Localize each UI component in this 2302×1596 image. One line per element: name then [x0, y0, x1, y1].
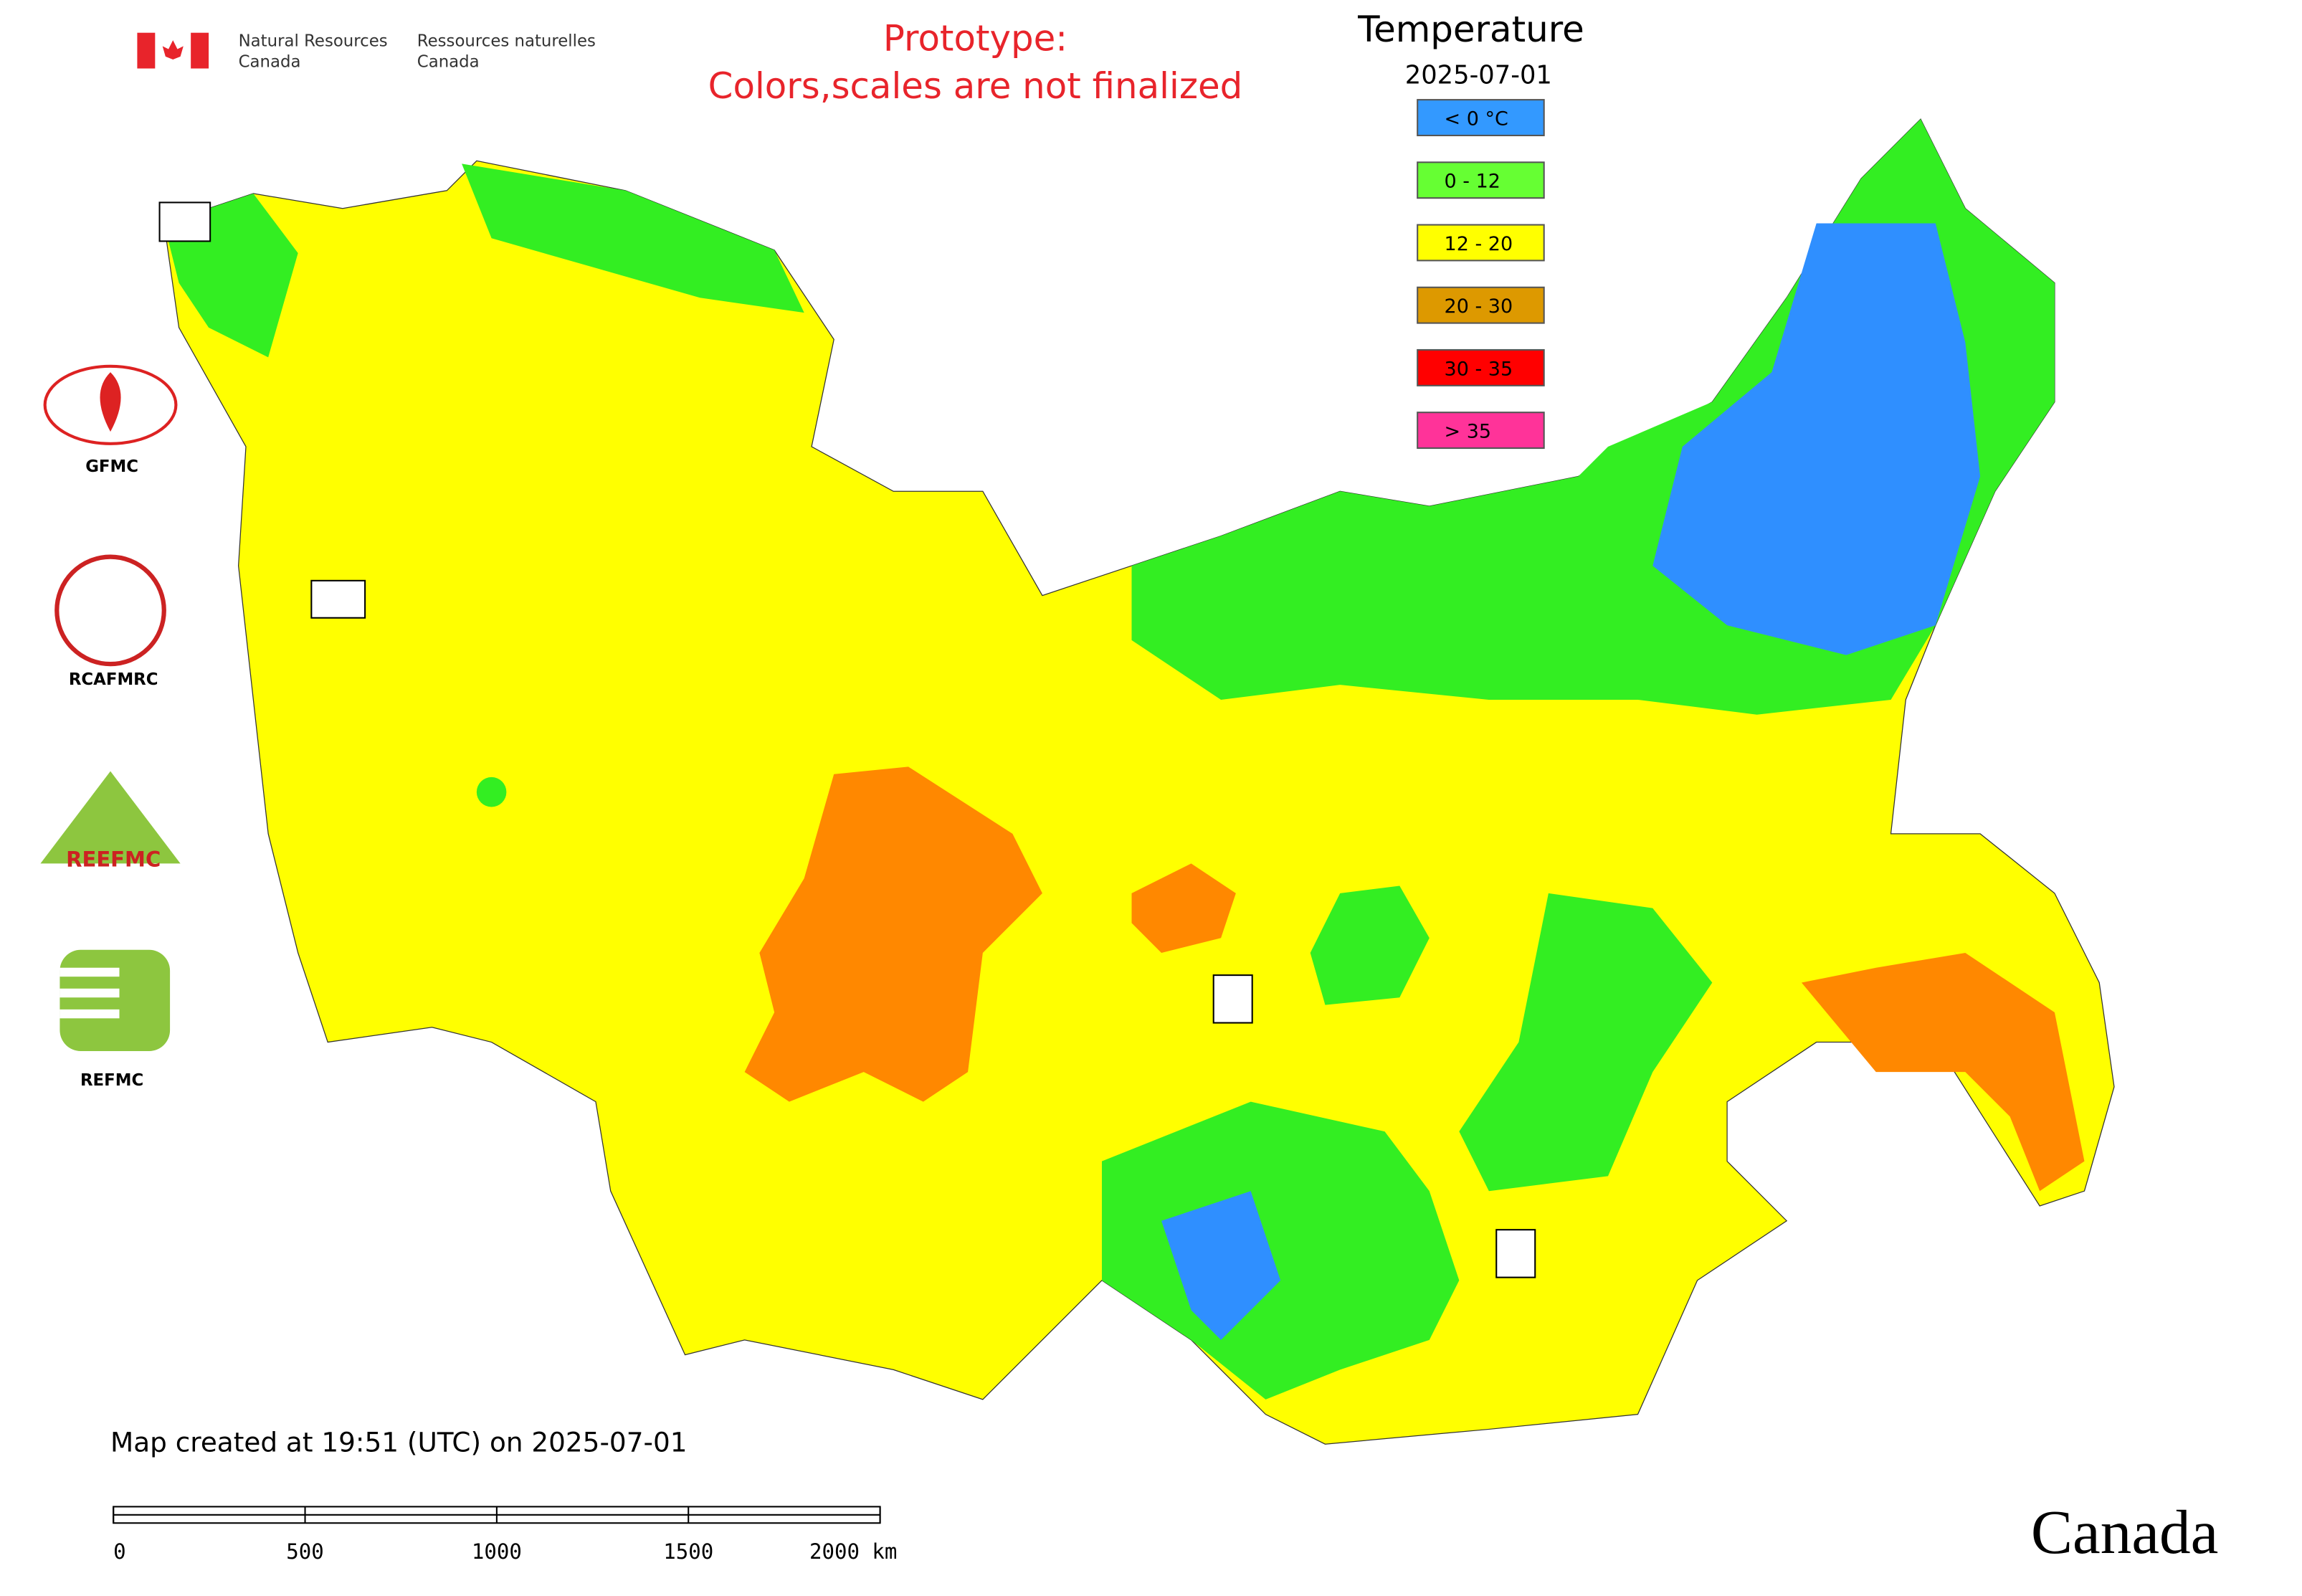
legend-swatch — [1417, 99, 1545, 136]
scale-label: 500 — [286, 1539, 324, 1564]
legend-label: 0 - 12 — [1445, 171, 1500, 193]
legend-label: 30 - 35 — [1445, 358, 1513, 380]
legend-label: 20 - 30 — [1445, 295, 1513, 318]
canada-flag — [137, 32, 209, 69]
logo-label: REFMC — [80, 1071, 143, 1090]
canada-wordmark: Canada — [2031, 1497, 2218, 1567]
legend-title: Temperature — [1357, 9, 1584, 50]
legend: < 0 °C 0 - 12 12 - 20 20 - 30 30 - 35 > 35 — [1417, 99, 1545, 450]
map — [163, 118, 2115, 1445]
scale-bar: 0 500 1000 1500 2000 km — [113, 1506, 897, 1564]
legend-swatch — [1417, 224, 1545, 262]
scale-label: 1000 — [472, 1539, 522, 1564]
logo-label: RCAFMRC — [69, 670, 158, 689]
scale-label: 1500 — [663, 1539, 713, 1564]
legend-label: < 0 °C — [1445, 108, 1508, 130]
notice-2: Colors,scales are not finalized — [708, 65, 1243, 107]
gov-fr-2: Canada — [417, 52, 480, 71]
legend-label: 12 - 20 — [1445, 233, 1513, 255]
scale-label: 0 — [113, 1539, 126, 1564]
legend-label: > 35 — [1445, 420, 1492, 442]
logo-label: GFMC — [85, 457, 138, 476]
gov-en-1: Natural Resources — [239, 32, 388, 50]
logo-label: REEFMC — [66, 847, 161, 872]
legend-swatch — [1417, 412, 1545, 450]
logos — [40, 201, 1536, 1278]
notice-1: Prototype: — [883, 18, 1067, 60]
legend-swatch — [1417, 348, 1545, 386]
footer-note: Map created at 19:51 (UTC) on 2025-07-01 — [110, 1427, 687, 1458]
scale-label: 2000 km — [809, 1539, 897, 1564]
legend-date: 2025-07-01 — [1405, 60, 1552, 90]
legend-swatch — [1417, 286, 1545, 324]
gov-fr-1: Ressources naturelles — [417, 32, 596, 50]
legend-swatch — [1417, 161, 1545, 199]
gov-en-2: Canada — [239, 52, 301, 71]
